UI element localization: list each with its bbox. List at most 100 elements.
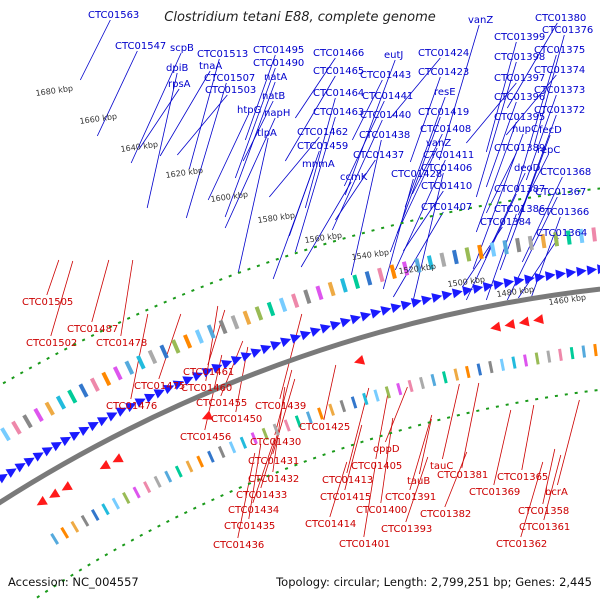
forward-gene-arrow [280,337,292,348]
reverse-connector [279,313,303,400]
feature-block [132,486,141,499]
reverse-gene-label: CTC01460 [181,383,232,394]
forward-gene-label: CTC01465 [313,66,364,77]
forward-gene-arrow [421,295,433,306]
forward-gene-arrow [134,398,146,408]
feature-block [317,407,324,420]
reverse-connector [50,260,74,337]
feature-block [261,427,269,441]
feature-block [159,344,169,359]
forward-gene-label: CTC01375 [534,45,585,56]
reverse-gene-label: CTC01382 [420,509,471,520]
feature-block [591,227,597,242]
forward-gene-arrow [59,436,72,447]
forward-gene-label: CTC01368 [540,167,591,178]
forward-connector [334,159,376,221]
reverse-gene-label: CTC01505 [22,297,73,308]
reverse-gene-label: CTC01478 [96,338,147,349]
feature-block [147,349,158,365]
feature-block [228,441,237,454]
reverse-connector [237,452,256,539]
feature-block [315,285,324,301]
feature-block [291,293,300,308]
forward-connector [394,159,446,271]
feature-block [527,235,534,251]
forward-gene-arrow [182,376,194,386]
forward-gene-label: vanZ [468,15,493,26]
forward-gene-label: CTC01464 [313,88,364,99]
feature-block [112,366,123,381]
feature-block [124,360,135,375]
forward-gene-arrow [172,380,184,390]
forward-gene-label: CTC01440 [360,110,411,121]
forward-gene-arrow [565,268,577,279]
feature-block [499,358,506,371]
forward-connector [300,181,352,268]
reverse-gene-label: CTC01400 [356,505,407,516]
feature-block [78,383,89,398]
forward-gene-arrow [482,282,494,292]
reverse-connector [46,259,60,296]
forward-gene-label: CTC01399 [494,32,545,43]
forward-gene-label: repC [537,145,560,156]
forward-gene-label: CTC01466 [313,48,364,59]
feature-block [55,395,67,410]
forward-gene-label: CTC01503 [205,85,256,96]
forward-gene-label: CTC01395 [494,112,545,123]
forward-connector [294,57,336,119]
forward-gene-arrow [309,327,321,337]
forward-gene-label: CTC01428 [391,169,442,180]
feature-block [283,419,291,432]
feature-block [50,533,60,545]
forward-connector [396,147,438,234]
feature-block [515,237,522,253]
forward-connector [506,74,557,136]
forward-gene-label: ccmK [340,172,368,183]
reverse-connector [207,309,226,366]
forward-gene-label: natB [262,91,285,102]
reverse-connector [248,443,262,520]
reverse-connector [205,305,219,382]
forward-gene-arrow [250,348,262,358]
reverse-connector [521,404,535,471]
forward-gene-label: CTC01397 [494,73,545,84]
forward-gene-label: CTC01408 [420,124,471,135]
reverse-gene-label: CTC01401 [339,539,390,550]
feature-block [540,233,547,249]
accession-text: Accession: NC_004557 [8,575,139,589]
feature-block [185,460,194,473]
forward-gene-label: htpG [237,105,261,116]
feature-block [523,354,529,367]
feature-block [111,497,121,510]
forward-gene-label: CTC01387 [494,184,545,195]
forward-connector [242,100,274,162]
reverse-gene-label: CTC01393 [381,524,432,535]
feature-block [272,423,280,436]
reverse-gene-label: CTC01455 [196,398,247,409]
forward-connector [485,101,517,188]
forward-gene-arrow [191,372,204,382]
reverse-gene-label: CTC01432 [248,474,299,485]
forward-connector [269,136,320,198]
reverse-gene-label: CTC01358 [518,506,569,517]
forward-connector [96,50,138,137]
forward-gene-arrow [503,278,515,288]
forward-gene-label: CTC01366 [538,207,589,218]
forward-gene-arrow [50,441,62,452]
feature-block [230,315,240,330]
forward-gene-arrow [96,417,109,427]
feature-block [339,399,347,413]
feature-block [419,376,425,390]
reverse-connector [405,456,429,523]
reverse-connector [252,437,276,504]
feature-block [218,319,228,335]
reverse-gene-label: CTC01434 [228,505,279,516]
forward-connector [294,116,336,253]
reverse-connector [158,313,182,380]
forward-gene-arrow [125,403,137,413]
feature-block [593,343,598,357]
reverse-connector [375,393,389,460]
reverse-connector [543,454,562,521]
forward-gene-label: CTC01367 [535,187,586,198]
forward-connector [529,216,561,301]
